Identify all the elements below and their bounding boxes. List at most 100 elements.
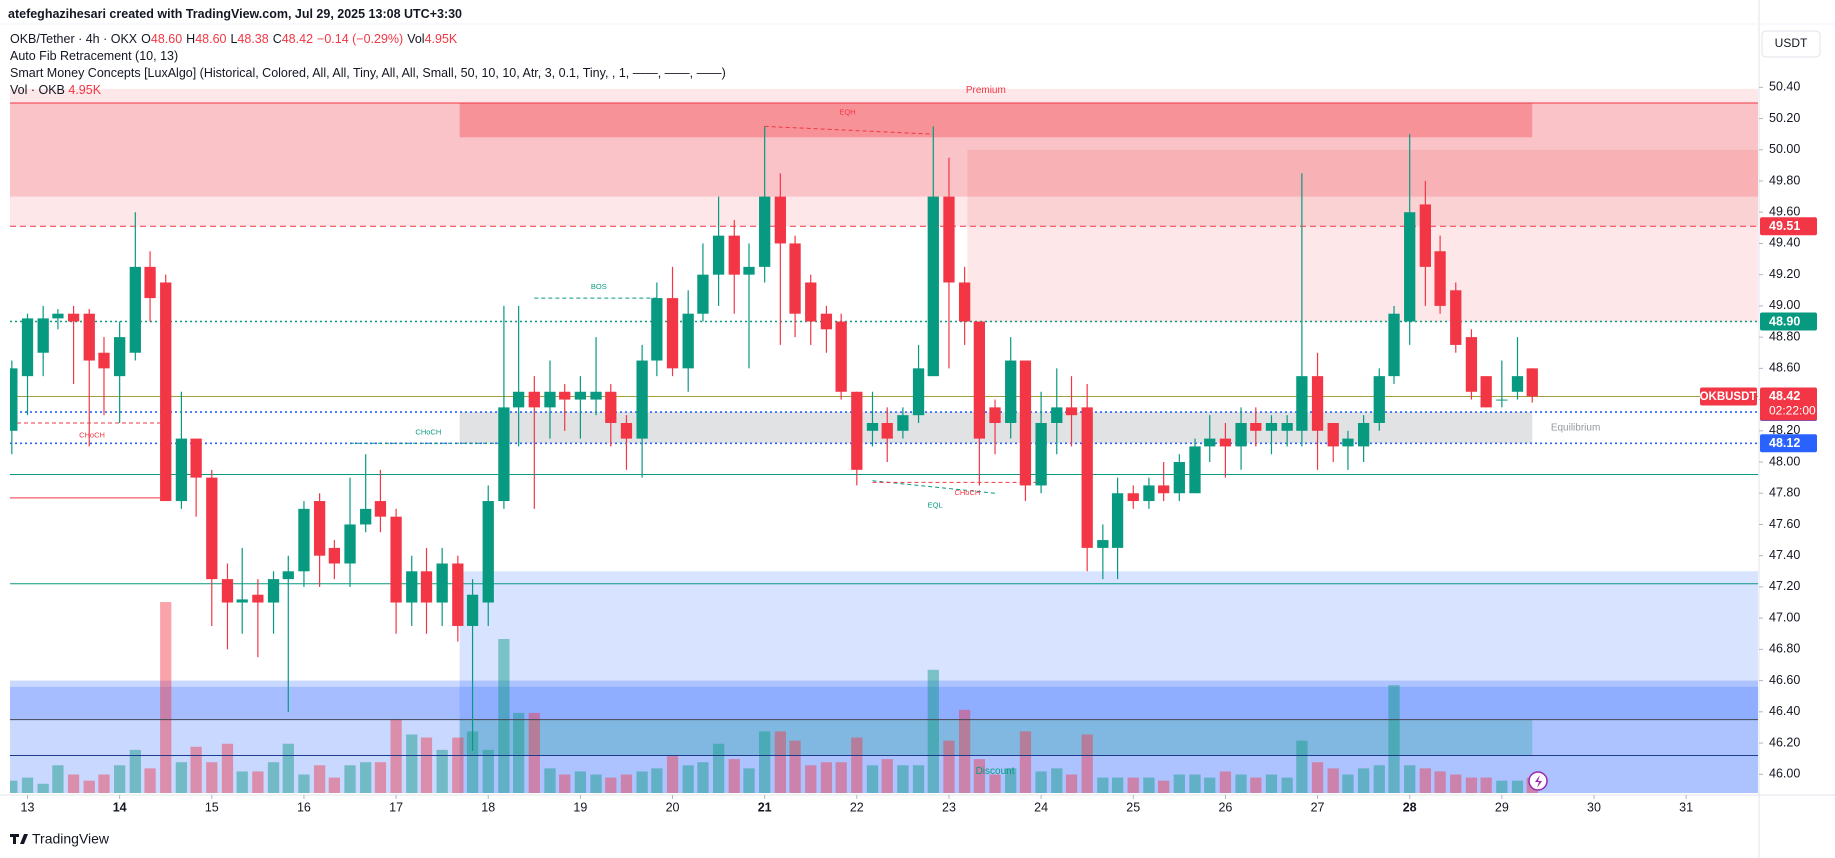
candle-body: [789, 243, 801, 314]
volume-bar: [927, 669, 939, 793]
volume-bar: [37, 783, 49, 793]
candle-body: [129, 266, 141, 353]
candle-body: [973, 321, 986, 439]
volume-bar: [1204, 777, 1216, 793]
volume-bar: [160, 602, 172, 793]
volume-bar: [651, 768, 663, 793]
candle-body: [360, 508, 372, 525]
candle-body: [559, 391, 571, 400]
ohlc-key: O: [141, 32, 151, 46]
volume-label: Vol · OKB: [10, 83, 65, 97]
volume-bar: [666, 756, 679, 793]
volume-bar: [1081, 734, 1093, 793]
volume-bar: [712, 743, 725, 793]
y-tick-label: 46.20: [1769, 735, 1800, 749]
volume-bar: [344, 765, 356, 793]
candle-body: [1035, 422, 1047, 486]
indicator: Auto Fib Retracement (10, 13): [10, 49, 179, 63]
candle-body: [1250, 422, 1262, 431]
x-tick-label: 26: [1218, 800, 1232, 814]
volume-bar: [605, 777, 617, 793]
candle-body: [37, 318, 49, 353]
candle-body: [374, 501, 387, 517]
volume-bar: [1158, 780, 1170, 793]
brand: TradingView: [32, 831, 110, 847]
candle-body: [1434, 251, 1446, 306]
volume-bar: [498, 639, 510, 793]
y-tick-label: 48.80: [1769, 329, 1800, 343]
candle-body: [1357, 422, 1370, 447]
x-tick-label: 30: [1587, 800, 1601, 814]
candle-body: [605, 391, 617, 423]
candle-body: [1127, 493, 1139, 502]
volume-bar: [1434, 771, 1446, 793]
annotation: CHoCH: [79, 430, 105, 439]
candle-body: [866, 422, 879, 431]
candle-body: [897, 415, 909, 431]
volume-bar: [420, 737, 433, 793]
candle-body: [1081, 407, 1093, 548]
candle-body: [1465, 337, 1478, 392]
last-price-tag: [1760, 387, 1817, 421]
x-tick-label: 24: [1034, 800, 1048, 814]
annotation: EQH: [839, 107, 855, 116]
volume-bar: [466, 731, 479, 793]
volume-bar: [636, 771, 648, 793]
symbol: OKB/Tether · 4h · OKX: [10, 32, 138, 46]
x-tick-label: 22: [850, 800, 864, 814]
symbol-tag: [1700, 387, 1757, 406]
y-tick-label: 47.20: [1769, 579, 1800, 593]
ohlc-key: H: [186, 32, 196, 46]
currency[interactable]: USDT: [1775, 36, 1808, 50]
candle-body: [175, 438, 188, 502]
x-tick-label: 25: [1126, 800, 1140, 814]
candle-body: [1065, 407, 1078, 416]
annotation: CHoCH: [415, 427, 441, 436]
volume-bar: [83, 780, 95, 793]
candle-body: [636, 360, 648, 439]
annotation: Equilibrium: [1551, 422, 1600, 433]
candle-body: [1189, 446, 1201, 494]
candle-body: [206, 477, 218, 580]
volume-bar: [1496, 780, 1508, 793]
candle-body: [298, 508, 310, 572]
candle-body: [682, 313, 694, 369]
volume-bar: [728, 759, 740, 793]
candle-body: [52, 313, 64, 319]
vol-value: 4.95K: [424, 32, 458, 46]
y-tick-label: 47.00: [1769, 610, 1800, 624]
ohlc-value: 48.60: [195, 32, 227, 46]
candle-body: [1511, 376, 1524, 392]
candle-body: [83, 313, 95, 361]
volume-bar: [1051, 768, 1063, 793]
x-tick-label: 15: [205, 800, 219, 814]
volume-bar: [21, 777, 34, 793]
y-tick-label: 49.40: [1769, 236, 1800, 250]
x-tick-label: 27: [1311, 800, 1325, 814]
volume-bar: [774, 731, 786, 793]
y-tick-label: 49.60: [1769, 205, 1800, 219]
candle-body: [774, 196, 786, 244]
volume-bar: [1480, 777, 1492, 793]
volume-bar: [1189, 774, 1201, 793]
volume-bar: [67, 774, 80, 793]
structure-line: [764, 125, 934, 135]
candle-body: [282, 571, 294, 580]
candle-body: [912, 368, 925, 416]
volume-bar: [528, 712, 540, 793]
candle-body: [666, 298, 679, 369]
volume-bar: [328, 777, 340, 793]
currency-button[interactable]: [1761, 30, 1821, 58]
volume-bar: [452, 737, 464, 793]
symbol-tag-label: OKBUSDT: [1700, 391, 1757, 403]
change: −0.14 (−0.29%): [317, 32, 404, 46]
y-tick-label: 50.40: [1769, 80, 1800, 94]
plot-area: Premium EQH BOS CHoCH CHoCH EQL CHoCH Equilibri…: [10, 85, 1758, 793]
zone: [459, 102, 1533, 138]
candle-body: [436, 563, 448, 603]
y-tick-label: 49.80: [1769, 173, 1800, 187]
volume-bar: [236, 771, 248, 793]
y-tick-label: 47.60: [1769, 517, 1800, 531]
x-tick-label: 18: [481, 800, 495, 814]
